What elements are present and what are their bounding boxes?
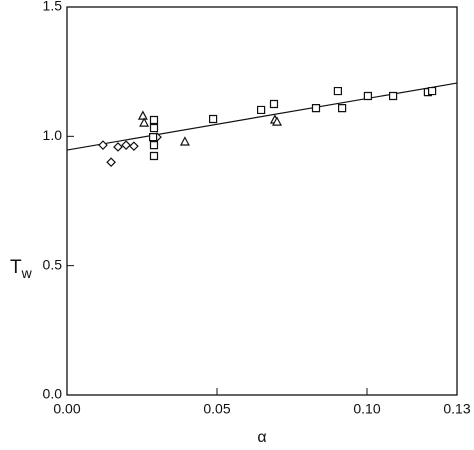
- point-square: [363, 91, 372, 101]
- point-square: [149, 123, 159, 133]
- point-triangle: [139, 117, 150, 127]
- y-tick-label: 0.5: [43, 256, 63, 272]
- point-square: [333, 86, 342, 96]
- point-triangle: [137, 110, 148, 120]
- point-square: [149, 133, 158, 142]
- point-square: [338, 104, 347, 113]
- point-square: [209, 114, 218, 124]
- point-diamond: [98, 140, 108, 150]
- point-triangle: [179, 136, 190, 146]
- y-tick-label: 1.5: [43, 0, 63, 14]
- point-diamond: [106, 157, 116, 168]
- x-tick-label: 0.05: [203, 401, 230, 417]
- point-triangle: [272, 116, 282, 126]
- y-tick-label: 0.0: [43, 386, 63, 402]
- y-tick-label: 1.0: [43, 127, 63, 143]
- point-square: [149, 141, 159, 150]
- x-tick-label: 0.00: [53, 401, 80, 417]
- y-axis-label-sub: w: [21, 265, 33, 281]
- point-square: [311, 104, 321, 113]
- point-square: [149, 115, 159, 125]
- point-diamond: [129, 141, 139, 152]
- x-tick-label: 0.10: [353, 401, 380, 417]
- point-diamond: [121, 140, 131, 150]
- point-square: [269, 99, 279, 109]
- point-square: [257, 105, 266, 115]
- plot-frame: [66, 6, 458, 396]
- point-square: [428, 86, 437, 96]
- y-axis-label: Tw: [10, 257, 33, 281]
- y-axis-label-main: T: [10, 257, 22, 278]
- point-square: [149, 151, 159, 161]
- point-diamond: [113, 142, 123, 152]
- point-square: [389, 91, 398, 101]
- x-tick-label: 0.13: [443, 401, 470, 417]
- fit-line: [66, 82, 458, 151]
- x-axis-label: α: [257, 429, 266, 446]
